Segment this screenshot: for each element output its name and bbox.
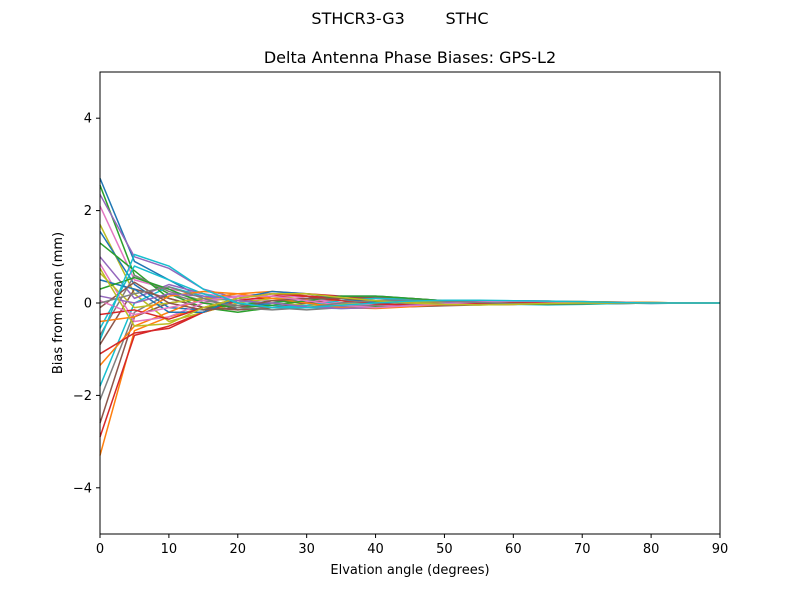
y-axis: −4 −2 0 2 4: [73, 112, 100, 496]
x-axis-label: Elvation angle (degrees): [330, 563, 489, 578]
y-axis-label: Bias from mean (mm): [51, 232, 66, 374]
x-tick-label: 60: [505, 542, 522, 557]
x-tick-label: 0: [96, 542, 104, 557]
x-tick-label: 40: [367, 542, 384, 557]
x-tick-label: 50: [436, 542, 453, 557]
figure-suptitle: STHCR3-G3 STHC: [311, 9, 489, 28]
x-tick-label: 70: [574, 542, 591, 557]
y-tick-label: −2: [73, 389, 92, 404]
series-line-2: [99, 297, 720, 456]
y-tick-label: −4: [73, 481, 92, 496]
x-tick-label: 80: [643, 542, 660, 557]
x-tick-label: 10: [161, 542, 178, 557]
chart-title: Delta Antenna Phase Biases: GPS-L2: [264, 48, 556, 67]
y-tick-label: 0: [84, 297, 92, 312]
y-tick-label: 4: [84, 112, 92, 127]
series-line-30: [99, 253, 720, 341]
x-tick-label: 20: [230, 542, 247, 557]
x-tick-label: 90: [712, 542, 729, 557]
y-tick-label: 2: [84, 204, 92, 219]
x-tick-label: 30: [298, 542, 315, 557]
series-layer: [99, 177, 720, 456]
x-axis: 0 10 20 30 40 50 60 70 80 90: [96, 534, 728, 557]
